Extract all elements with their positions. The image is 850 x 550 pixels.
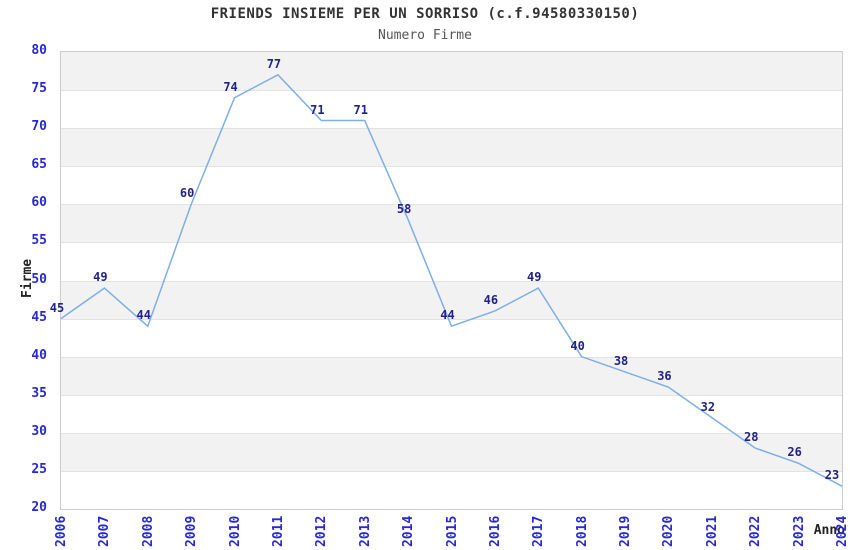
y-tick-label: 25 bbox=[31, 461, 47, 477]
plot-area bbox=[60, 51, 843, 510]
data-label: 28 bbox=[743, 430, 759, 445]
x-tick-label: 2019 bbox=[618, 515, 634, 547]
x-tick-label: 2008 bbox=[140, 515, 156, 547]
gridline bbox=[61, 470, 842, 472]
data-label: 44 bbox=[136, 308, 151, 323]
data-label: 71 bbox=[353, 102, 368, 117]
gridline bbox=[61, 432, 842, 434]
data-label: 46 bbox=[483, 292, 499, 307]
gridline bbox=[61, 356, 842, 358]
y-tick-label: 50 bbox=[31, 271, 47, 287]
plot-band bbox=[61, 356, 842, 395]
gridline bbox=[61, 204, 842, 206]
data-label: 49 bbox=[527, 270, 542, 285]
data-label: 36 bbox=[657, 369, 672, 384]
x-tick-label: 2007 bbox=[97, 515, 113, 547]
data-label: 45 bbox=[49, 300, 65, 315]
data-label: 74 bbox=[223, 79, 238, 94]
chart-subtitle: Numero Firme bbox=[378, 28, 472, 43]
gridline bbox=[61, 318, 842, 320]
x-tick-label: 2010 bbox=[227, 515, 243, 547]
plot-band bbox=[61, 280, 842, 319]
x-tick-label: 2012 bbox=[314, 515, 330, 547]
plot-band bbox=[61, 432, 842, 471]
data-label: 77 bbox=[266, 56, 282, 71]
plot-band bbox=[61, 470, 842, 509]
x-tick-label: 2006 bbox=[54, 515, 69, 547]
x-tick-label: 2022 bbox=[748, 515, 764, 547]
plot-band bbox=[61, 204, 842, 243]
series-line bbox=[60, 73, 843, 487]
y-tick-label: 60 bbox=[31, 195, 47, 211]
chart-title: FRIENDS INSIEME PER UN SORRISO (c.f.9458… bbox=[210, 6, 640, 22]
x-tick-label: 2021 bbox=[704, 515, 720, 547]
gridline bbox=[61, 128, 842, 130]
data-label: 49 bbox=[93, 270, 108, 285]
x-tick-label: 2016 bbox=[487, 515, 503, 547]
data-label: 23 bbox=[824, 468, 840, 483]
gridline bbox=[61, 394, 842, 396]
x-tick-label: 2017 bbox=[531, 515, 547, 547]
gridline bbox=[61, 242, 842, 244]
y-tick-label: 65 bbox=[31, 157, 47, 173]
gridline bbox=[61, 166, 842, 168]
gridline bbox=[61, 90, 842, 92]
y-tick-label: 55 bbox=[31, 233, 47, 249]
y-tick-label: 70 bbox=[31, 119, 47, 135]
gridline bbox=[61, 280, 842, 282]
data-label: 44 bbox=[440, 308, 455, 323]
x-tick-label: 2013 bbox=[357, 515, 373, 547]
data-label: 26 bbox=[787, 445, 802, 460]
x-tick-label: 2023 bbox=[791, 515, 807, 547]
data-label: 40 bbox=[570, 338, 585, 353]
x-axis-title: Anno bbox=[813, 523, 845, 538]
plot-band bbox=[61, 90, 842, 129]
y-tick-label: 20 bbox=[31, 500, 47, 515]
x-tick-label: 2009 bbox=[184, 515, 200, 547]
plot-band bbox=[61, 128, 842, 167]
plot-band bbox=[61, 242, 842, 281]
data-label: 71 bbox=[310, 102, 325, 117]
data-label: 38 bbox=[613, 353, 629, 368]
y-tick-label: 80 bbox=[31, 43, 47, 58]
x-tick-label: 2018 bbox=[574, 515, 590, 547]
y-tick-label: 35 bbox=[31, 385, 47, 401]
plot-band bbox=[61, 166, 842, 205]
data-label: 32 bbox=[700, 399, 716, 414]
y-tick-label: 40 bbox=[31, 347, 47, 363]
y-tick-label: 75 bbox=[31, 81, 47, 97]
plot-band bbox=[61, 52, 842, 91]
series-polyline bbox=[60, 73, 843, 487]
x-tick-label: 2015 bbox=[444, 515, 460, 547]
x-tick-label: 2011 bbox=[270, 515, 286, 547]
x-tick-label: 2024 bbox=[835, 515, 850, 547]
plot-band bbox=[61, 394, 842, 433]
data-label: 58 bbox=[396, 201, 412, 216]
y-tick-label: 30 bbox=[31, 423, 47, 439]
x-tick-label: 2020 bbox=[661, 515, 677, 547]
data-label: 60 bbox=[179, 186, 195, 201]
y-tick-label: 45 bbox=[31, 309, 47, 325]
x-tick-label: 2014 bbox=[401, 515, 417, 547]
